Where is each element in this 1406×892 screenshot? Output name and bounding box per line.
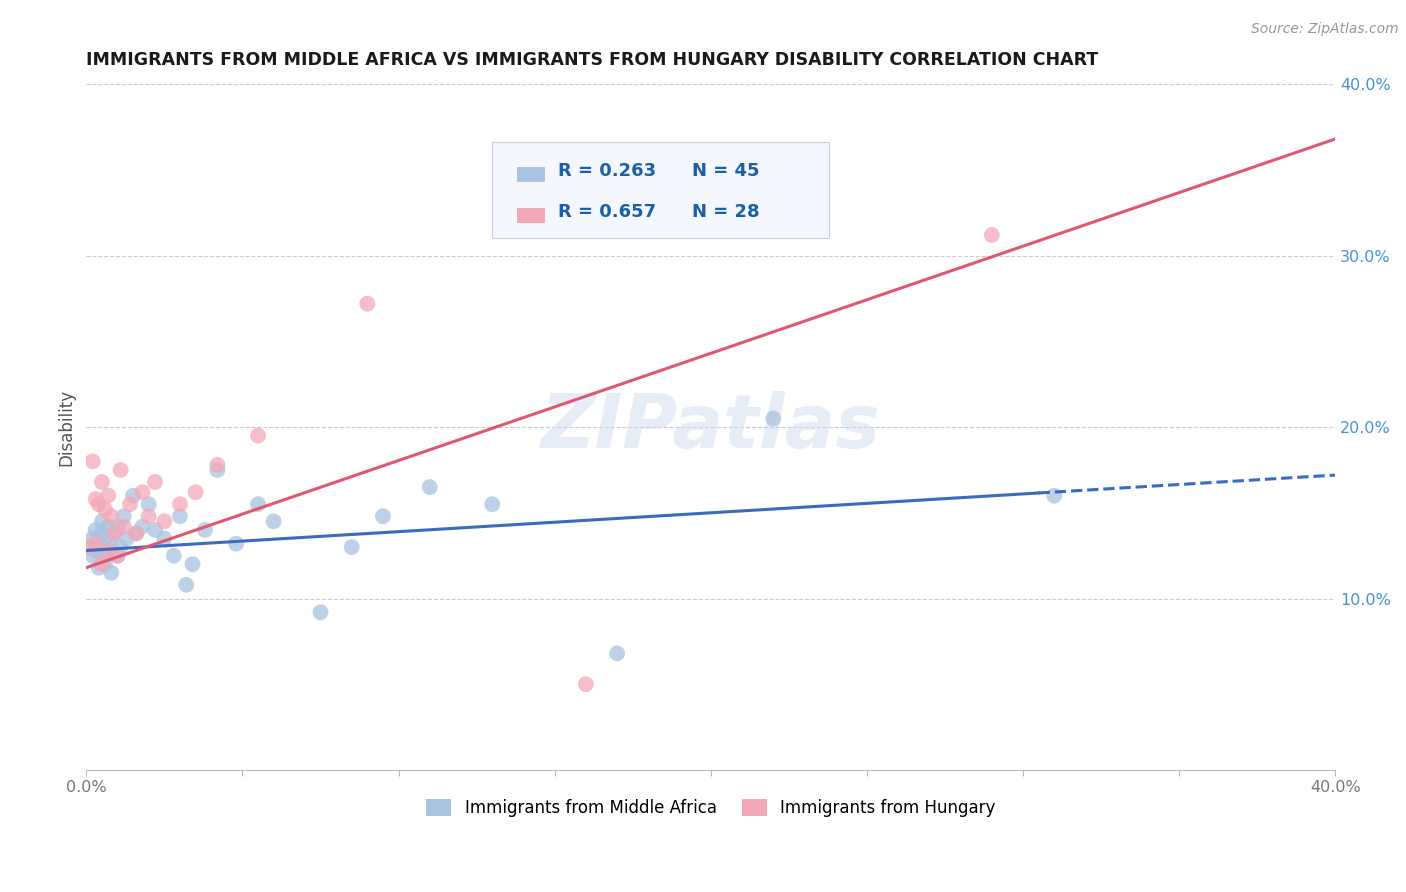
Point: [143, 475, 166, 489]
Point: [90, 558, 112, 572]
Legend: Immigrants from Middle Africa, Immigrants from Hungary: Immigrants from Middle Africa, Immigrant…: [419, 792, 1002, 823]
Point: [90, 547, 112, 561]
Point: [115, 532, 138, 546]
Point: [100, 566, 122, 580]
Point: [82, 454, 104, 468]
Point: [122, 489, 145, 503]
Point: [118, 497, 141, 511]
Y-axis label: Disability: Disability: [58, 389, 75, 466]
Point: [94, 532, 117, 546]
Point: [103, 526, 125, 541]
Point: [90, 514, 112, 528]
Point: [1043, 489, 1066, 503]
Text: Source: ZipAtlas.com: Source: ZipAtlas.com: [1251, 22, 1399, 37]
Point: [84, 536, 107, 550]
Point: [340, 540, 363, 554]
Point: [138, 509, 160, 524]
Point: [100, 509, 122, 524]
Point: [131, 485, 153, 500]
Point: [184, 485, 207, 500]
Point: [606, 647, 628, 661]
Point: [84, 492, 107, 507]
Point: [181, 558, 204, 572]
Point: [153, 532, 176, 546]
Point: [309, 605, 332, 619]
Point: [107, 519, 129, 533]
Point: [153, 514, 176, 528]
Text: N = 28: N = 28: [692, 203, 759, 221]
Point: [207, 463, 229, 477]
Point: [575, 677, 598, 691]
Point: [110, 463, 132, 477]
FancyBboxPatch shape: [492, 143, 830, 238]
Point: [125, 526, 148, 541]
Point: [125, 526, 148, 541]
Point: [419, 480, 441, 494]
Point: [103, 526, 125, 541]
Point: [107, 549, 129, 563]
Point: [97, 489, 120, 503]
Point: [762, 411, 785, 425]
Point: [90, 475, 112, 489]
Point: [138, 497, 160, 511]
Point: [97, 519, 120, 533]
Text: ZIPatlas: ZIPatlas: [541, 391, 880, 464]
Point: [79, 540, 101, 554]
Point: [169, 497, 191, 511]
Point: [87, 497, 110, 511]
Point: [94, 558, 117, 572]
Point: [194, 523, 217, 537]
Point: [110, 540, 132, 554]
Point: [97, 543, 120, 558]
Point: [131, 519, 153, 533]
Point: [84, 523, 107, 537]
Point: [169, 509, 191, 524]
Text: IMMIGRANTS FROM MIDDLE AFRICA VS IMMIGRANTS FROM HUNGARY DISABILITY CORRELATION : IMMIGRANTS FROM MIDDLE AFRICA VS IMMIGRA…: [86, 51, 1098, 69]
Point: [207, 458, 229, 472]
FancyBboxPatch shape: [517, 208, 544, 223]
FancyBboxPatch shape: [517, 167, 544, 182]
Point: [481, 497, 503, 511]
Point: [90, 526, 112, 541]
Text: N = 45: N = 45: [692, 162, 759, 180]
Point: [174, 578, 197, 592]
Point: [100, 540, 122, 554]
Point: [82, 532, 104, 546]
Point: [82, 549, 104, 563]
Point: [247, 497, 270, 511]
Point: [94, 502, 117, 516]
Point: [143, 523, 166, 537]
Point: [225, 536, 247, 550]
Point: [263, 514, 285, 528]
Point: [356, 296, 378, 310]
Text: R = 0.263: R = 0.263: [558, 162, 657, 180]
Point: [163, 549, 186, 563]
Point: [980, 227, 1002, 242]
Point: [79, 540, 101, 554]
Point: [112, 519, 135, 533]
Point: [87, 560, 110, 574]
Point: [97, 543, 120, 558]
Point: [87, 536, 110, 550]
Point: [84, 543, 107, 558]
Point: [371, 509, 394, 524]
Text: R = 0.657: R = 0.657: [558, 203, 657, 221]
Point: [247, 428, 270, 442]
Point: [112, 509, 135, 524]
Point: [107, 549, 129, 563]
